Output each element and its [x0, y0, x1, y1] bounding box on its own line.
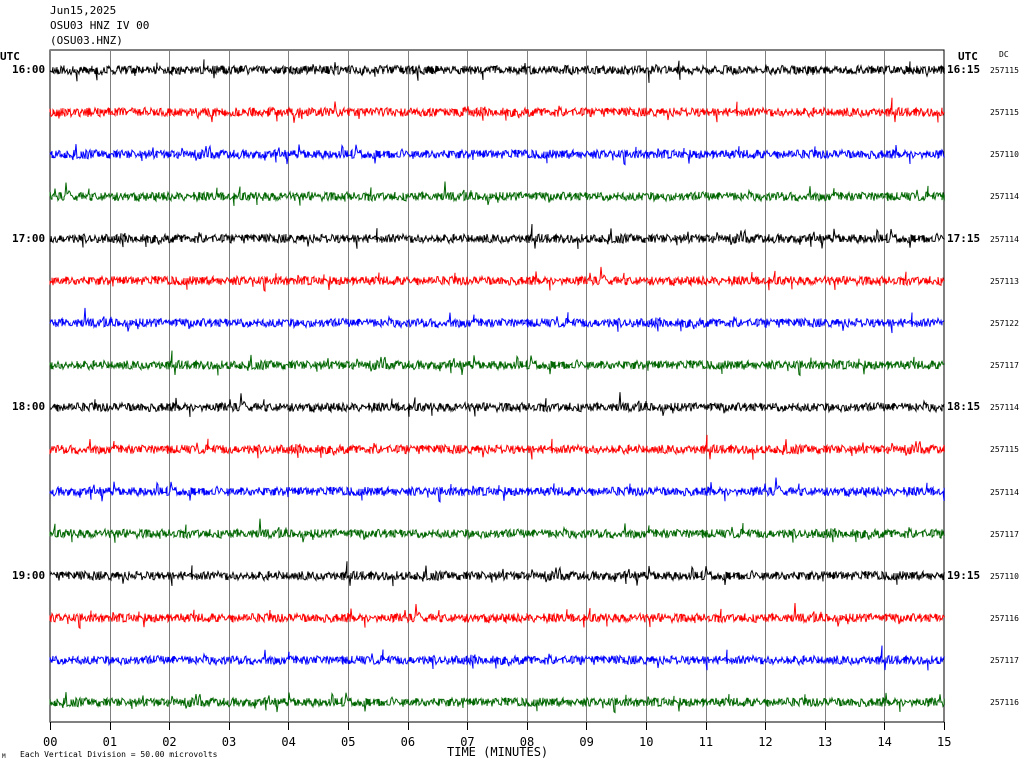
trace-line — [49, 181, 945, 206]
x-tick-label: 10 — [639, 735, 653, 749]
left-time-label: 19:00 — [12, 568, 46, 582]
x-tick-label: 12 — [758, 735, 772, 749]
left-time-label: 16:00 — [12, 63, 46, 76]
trace-dc-value: 257117 — [990, 656, 1019, 666]
x-tick-label: 14 — [877, 735, 891, 749]
x-tick-label: 08 — [520, 735, 534, 749]
trace-dc-value: 257115 — [990, 108, 1019, 118]
trace-dc-value: 257114 — [990, 234, 1019, 244]
trace-line — [49, 59, 945, 83]
trace-dc-value: 257114 — [990, 403, 1019, 413]
x-tick-label: 03 — [222, 735, 236, 749]
right-utc-title: UTC — [958, 50, 978, 63]
left-time-label: 18:00 — [12, 400, 46, 414]
trace-line — [49, 561, 945, 587]
x-tick-label: 09 — [579, 735, 593, 749]
right-time-label: 16:15 — [947, 63, 981, 76]
trace-line — [49, 266, 945, 293]
x-tick-label: 00 — [43, 735, 57, 749]
x-tick-label: 05 — [341, 735, 355, 749]
x-tick-label: 13 — [818, 735, 832, 749]
dc-title: DC — [999, 50, 1009, 59]
trace-dc-value: 257117 — [990, 529, 1019, 539]
x-tick-label: 02 — [162, 735, 176, 749]
trace-dc-value: 257115 — [990, 445, 1019, 455]
header-date: Jun15,2025 — [50, 4, 117, 17]
trace-line — [49, 224, 945, 249]
trace-dc-value: 257122 — [990, 318, 1019, 328]
trace-line — [49, 692, 945, 714]
trace-dc-value: 257114 — [990, 192, 1019, 202]
corner-mark: M — [2, 753, 6, 760]
x-tick-label: 11 — [699, 735, 713, 749]
trace-line — [49, 392, 945, 417]
x-tick-label: 07 — [460, 735, 474, 749]
trace-dc-value: 257114 — [990, 487, 1019, 497]
header-station: OSU03 HNZ IV 00 — [50, 19, 150, 32]
trace-dc-value: 257116 — [990, 613, 1019, 623]
right-time-label: 17:15 — [947, 231, 981, 245]
trace-dc-value: 257110 — [990, 571, 1019, 581]
trace-line — [49, 144, 945, 166]
trace-line — [49, 307, 945, 334]
left-time-label: 17:00 — [12, 231, 46, 245]
trace-dc-value: 257110 — [990, 150, 1019, 160]
x-tick-label: 06 — [401, 735, 415, 749]
x-tick-label: 01 — [103, 735, 117, 749]
trace-line — [49, 645, 945, 671]
trace-dc-value: 257115 — [990, 66, 1019, 75]
x-axis-label: TIME (MINUTES) — [447, 745, 548, 759]
trace-line — [49, 97, 945, 123]
header-channel: (OSU03.HNZ) — [50, 34, 123, 47]
x-tick-label: 04 — [281, 735, 295, 749]
trace-line — [49, 477, 945, 503]
x-tick-label: 15 — [937, 735, 951, 749]
trace-dc-value: 257113 — [990, 276, 1019, 286]
trace-dc-value: 257116 — [990, 698, 1019, 708]
right-time-label: 18:15 — [947, 400, 981, 414]
right-time-label: 19:15 — [947, 568, 981, 582]
trace-line — [49, 350, 945, 377]
scale-note: Each Vertical Division = 50.00 microvolt… — [20, 750, 218, 759]
trace-line — [49, 518, 945, 543]
trace-line — [49, 434, 945, 460]
trace-dc-value: 257117 — [990, 361, 1019, 371]
trace-line — [49, 602, 945, 630]
left-utc-title: UTC — [0, 50, 20, 63]
